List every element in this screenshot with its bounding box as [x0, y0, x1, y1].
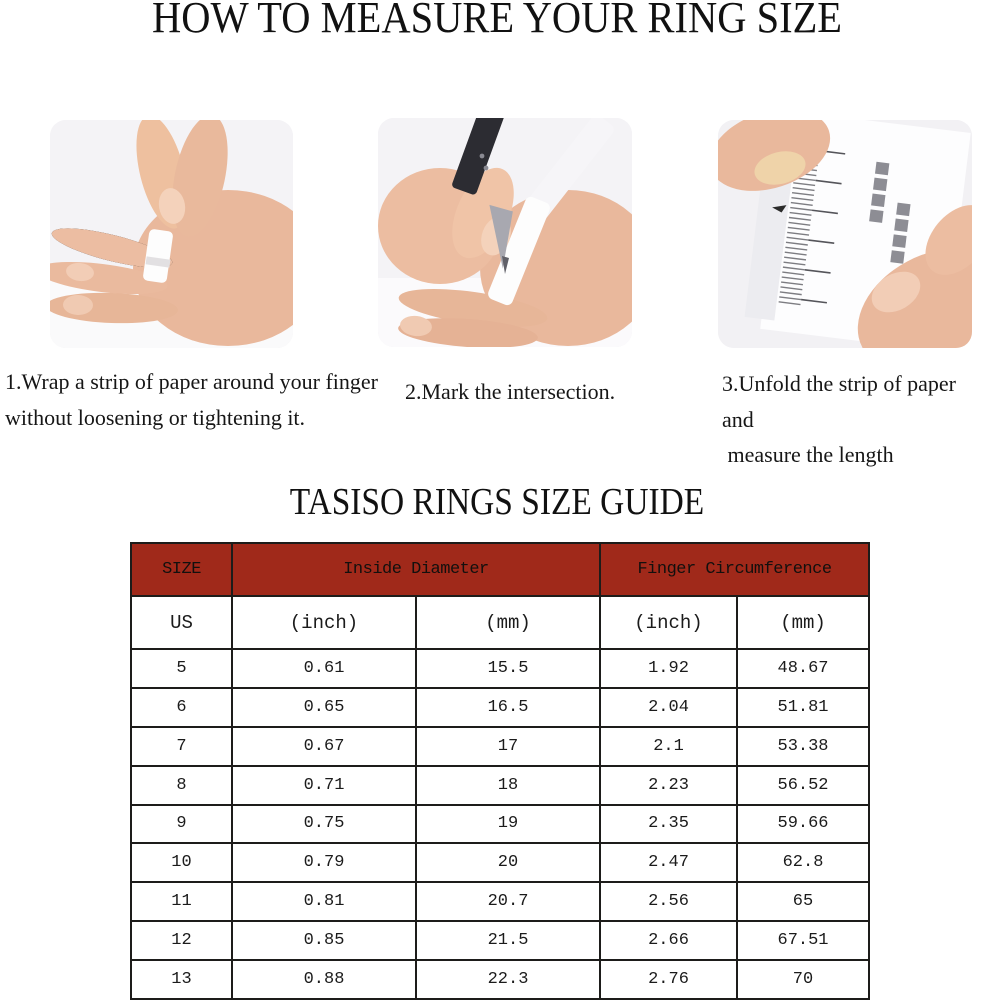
table-cell: 2.76 [599, 959, 738, 1000]
table-cell: 2.23 [599, 764, 738, 806]
table-cell: 51.81 [735, 686, 871, 728]
table-subheader-row: US (inch) (mm) (inch) (mm) [130, 595, 871, 650]
ruler-measuring-strip-illustration [718, 120, 972, 348]
table-cell: 15.5 [415, 648, 601, 689]
table-cell: 2.1 [599, 725, 738, 767]
table-cell: 5 [130, 648, 233, 689]
subheader-mm-diameter: (mm) [415, 595, 601, 650]
size-guide-title: TASISO RINGS SIZE GUIDE [289, 481, 705, 523]
table-cell: 21.5 [415, 920, 601, 961]
table-cell: 2.47 [599, 842, 738, 884]
header-finger-circumference: Finger Circumference [598, 542, 871, 597]
table-cell: 70 [735, 959, 871, 1000]
table-cell: 1.92 [599, 648, 738, 689]
table-cell: 0.71 [231, 764, 417, 806]
table-cell: 59.66 [735, 803, 871, 845]
table-cell: 20.7 [415, 881, 601, 923]
table-row: 13 0.88 22.3 2.76 70 [130, 959, 871, 1000]
table-cell: 19 [415, 803, 601, 845]
table-cell: 7 [130, 725, 233, 767]
step3-photo [718, 120, 972, 348]
step3-caption: 3.Unfold the strip of paper and measure … [722, 371, 956, 468]
table-cell: 18 [415, 764, 601, 806]
table-cell: 0.79 [231, 842, 417, 884]
page-title: HOW TO MEASURE YOUR RING SIZE [151, 0, 843, 42]
table-row: 5 0.61 15.5 1.92 48.67 [130, 648, 871, 689]
table-row: 11 0.81 20.7 2.56 65 [130, 881, 871, 923]
table-cell: 0.85 [231, 920, 417, 961]
table-cell: 0.61 [231, 648, 417, 689]
header-size: SIZE [130, 542, 233, 597]
table-cell: 10 [130, 842, 233, 884]
table-cell: 2.66 [599, 920, 738, 961]
step2-photo [378, 118, 632, 347]
table-row: 6 0.65 16.5 2.04 51.81 [130, 686, 871, 728]
pen-marking-strip-illustration [378, 118, 632, 347]
table-cell: 22.3 [415, 959, 601, 1000]
table-cell: 6 [130, 686, 233, 728]
table-cell: 20 [415, 842, 601, 884]
subheader-inch-diameter: (inch) [231, 595, 417, 650]
table-cell: 0.65 [231, 686, 417, 728]
subheader-us: US [130, 595, 233, 650]
table-cell: 9 [130, 803, 233, 845]
header-inside-diameter: Inside Diameter [231, 542, 601, 597]
table-row: 12 0.85 21.5 2.66 67.51 [130, 920, 871, 961]
ring-size-table: SIZE Inside Diameter Finger Circumferenc… [130, 542, 871, 1000]
subheader-inch-circumference: (inch) [599, 595, 738, 650]
table-cell: 0.88 [231, 959, 417, 1000]
table-cell: 2.56 [599, 881, 738, 923]
table-cell: 2.04 [599, 686, 738, 728]
table-cell: 13 [130, 959, 233, 1000]
step1-caption: 1.Wrap a strip of paper around your fing… [5, 369, 378, 430]
table-row: 10 0.79 20 2.47 62.8 [130, 842, 871, 884]
table-cell: 48.67 [735, 648, 871, 689]
table-cell: 62.8 [735, 842, 871, 884]
subheader-mm-circumference: (mm) [735, 595, 871, 650]
table-header-group-row: SIZE Inside Diameter Finger Circumferenc… [130, 542, 871, 597]
table-cell: 16.5 [415, 686, 601, 728]
step2-caption: 2.Mark the intersection. [405, 379, 616, 404]
table-cell: 56.52 [735, 764, 871, 806]
table-cell: 12 [130, 920, 233, 961]
table-row: 7 0.67 17 2.1 53.38 [130, 725, 871, 767]
table-cell: 0.81 [231, 881, 417, 923]
step1-photo [50, 120, 293, 348]
table-cell: 67.51 [735, 920, 871, 961]
table-row: 9 0.75 19 2.35 59.66 [130, 803, 871, 845]
table-cell: 8 [130, 764, 233, 806]
table-cell: 11 [130, 881, 233, 923]
size-table-body: 5 0.61 15.5 1.92 48.67 6 0.65 16.5 2.04 51.81 7 0.6… [130, 648, 871, 1000]
hand-with-paper-strip-illustration [50, 120, 293, 348]
table-cell: 0.75 [231, 803, 417, 845]
table-cell: 2.35 [599, 803, 738, 845]
table-row: 8 0.71 18 2.23 56.52 [130, 764, 871, 806]
table-cell: 53.38 [735, 725, 871, 767]
table-cell: 65 [735, 881, 871, 923]
table-cell: 17 [415, 725, 601, 767]
table-cell: 0.67 [231, 725, 417, 767]
